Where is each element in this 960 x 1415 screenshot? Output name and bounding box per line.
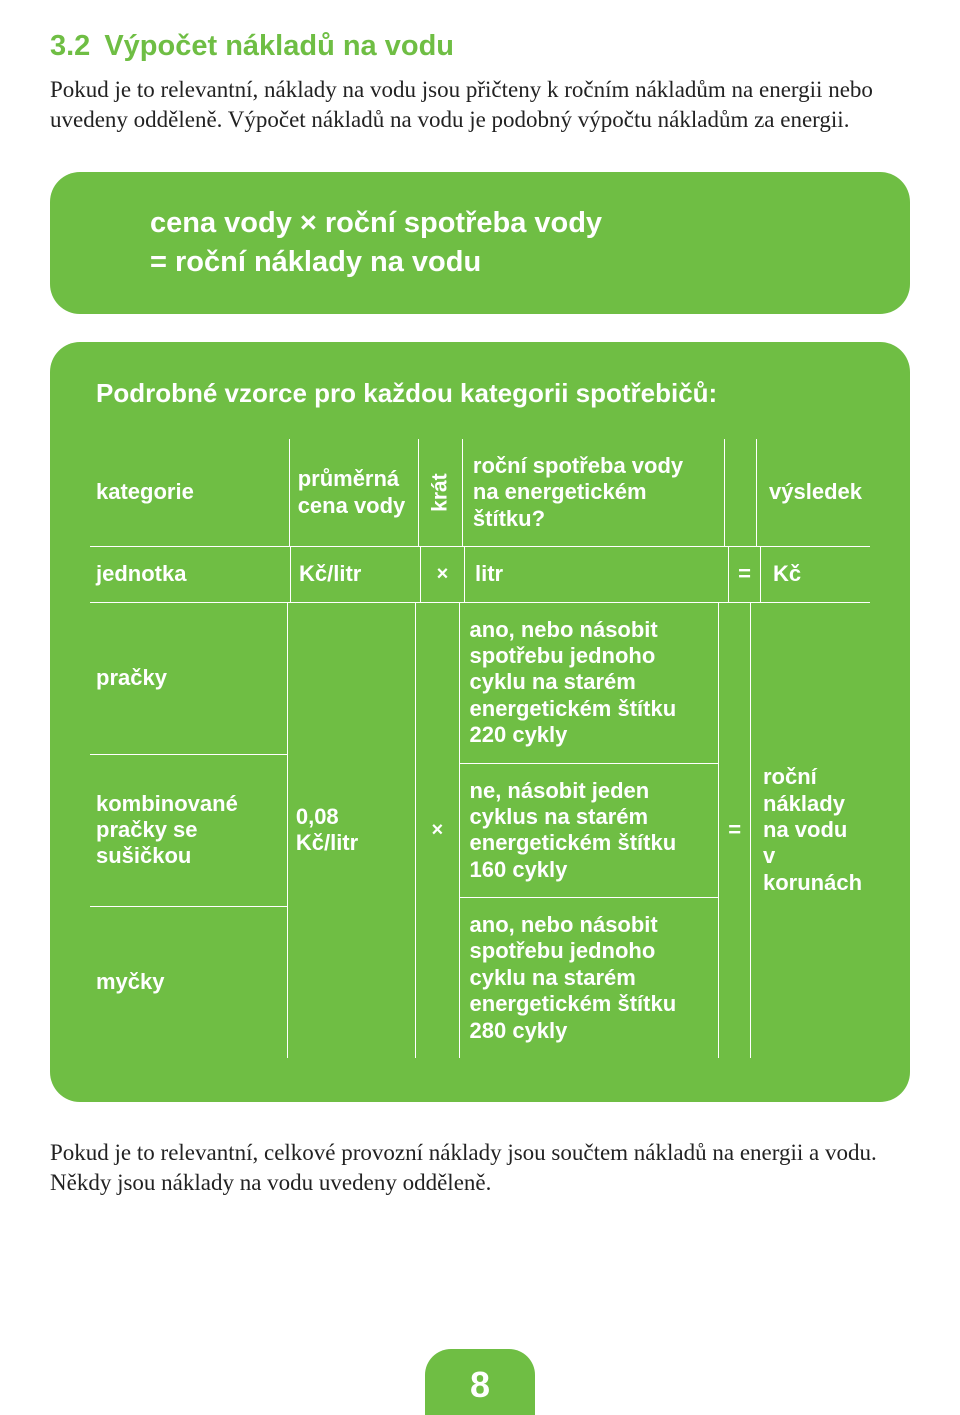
cons-mycky: ano, nebo násobit spotřebu jednoho cyklu… [460,897,719,1058]
formula-line-2: = roční náklady na vodu [150,243,864,282]
formula-box: cena vody × roční spotřeba vody = roční … [50,172,910,314]
section-number: 3.2 [50,30,90,62]
col-result: roční náklady na vodu v korunách [750,603,870,1058]
col-categories: pračky kombinované pračky se sušičkou my… [90,603,287,1058]
table-body: pračky kombinované pračky se sušičkou my… [90,603,870,1058]
unit-c3: × [420,547,464,601]
header-kategorie: kategorie [90,439,289,546]
unit-c4: litr [464,547,728,601]
unit-c2: Kč/litr [290,547,420,601]
intro-paragraph: Pokud je to relevantní, náklady na vodu … [50,75,910,136]
col-eq: = [718,603,750,1058]
table-unit-row: jednotka Kč/litr × litr = Kč [90,546,870,602]
detail-heading: Podrobné vzorce pro každou kategorii spo… [96,378,870,409]
header-consumption: roční spotřeba vody na energetickém štít… [462,439,724,546]
cat-pracky: pračky [90,603,287,754]
header-avg-price: průměrná cena vody [289,439,418,546]
header-eq-blank [724,439,756,546]
cat-kombinovane: kombinované pračky se sušičkou [90,754,287,906]
cat-mycky: myčky [90,906,287,1058]
unit-c6: Kč [760,547,870,601]
col-mult: × [415,603,458,1058]
detail-box: Podrobné vzorce pro každou kategorii spo… [50,342,910,1102]
section-title-text: Výpočet nákladů na vodu [104,30,454,62]
page-number-badge: 8 [425,1349,535,1415]
page-number: 8 [470,1364,490,1406]
cons-kombinovane: ne, násobit jeden cyklus na starém energ… [460,763,719,898]
col-avg-price: 0,08 Kč/litr [287,603,415,1058]
outro-paragraph: Pokud je to relevantní, celkové provozní… [50,1138,910,1199]
unit-c1: jednotka [90,547,290,601]
cons-pracky: ano, nebo násobit spotřebu jednoho cyklu… [460,603,719,763]
formula-table: kategorie průměrná cena vody krát roční … [90,439,870,1058]
section-title: 3.2 Výpočet nákladů na vodu [50,30,910,63]
unit-c5: = [728,547,760,601]
formula-line-1: cena vody × roční spotřeba vody [150,204,864,243]
page: 3.2 Výpočet nákladů na vodu Pokud je to r… [0,0,960,1199]
col-consumption: ano, nebo násobit spotřebu jednoho cyklu… [459,603,719,1058]
header-krat: krát [418,439,462,546]
table-header-row: kategorie průměrná cena vody krát roční … [90,439,870,546]
header-result: výsledek [756,439,870,546]
